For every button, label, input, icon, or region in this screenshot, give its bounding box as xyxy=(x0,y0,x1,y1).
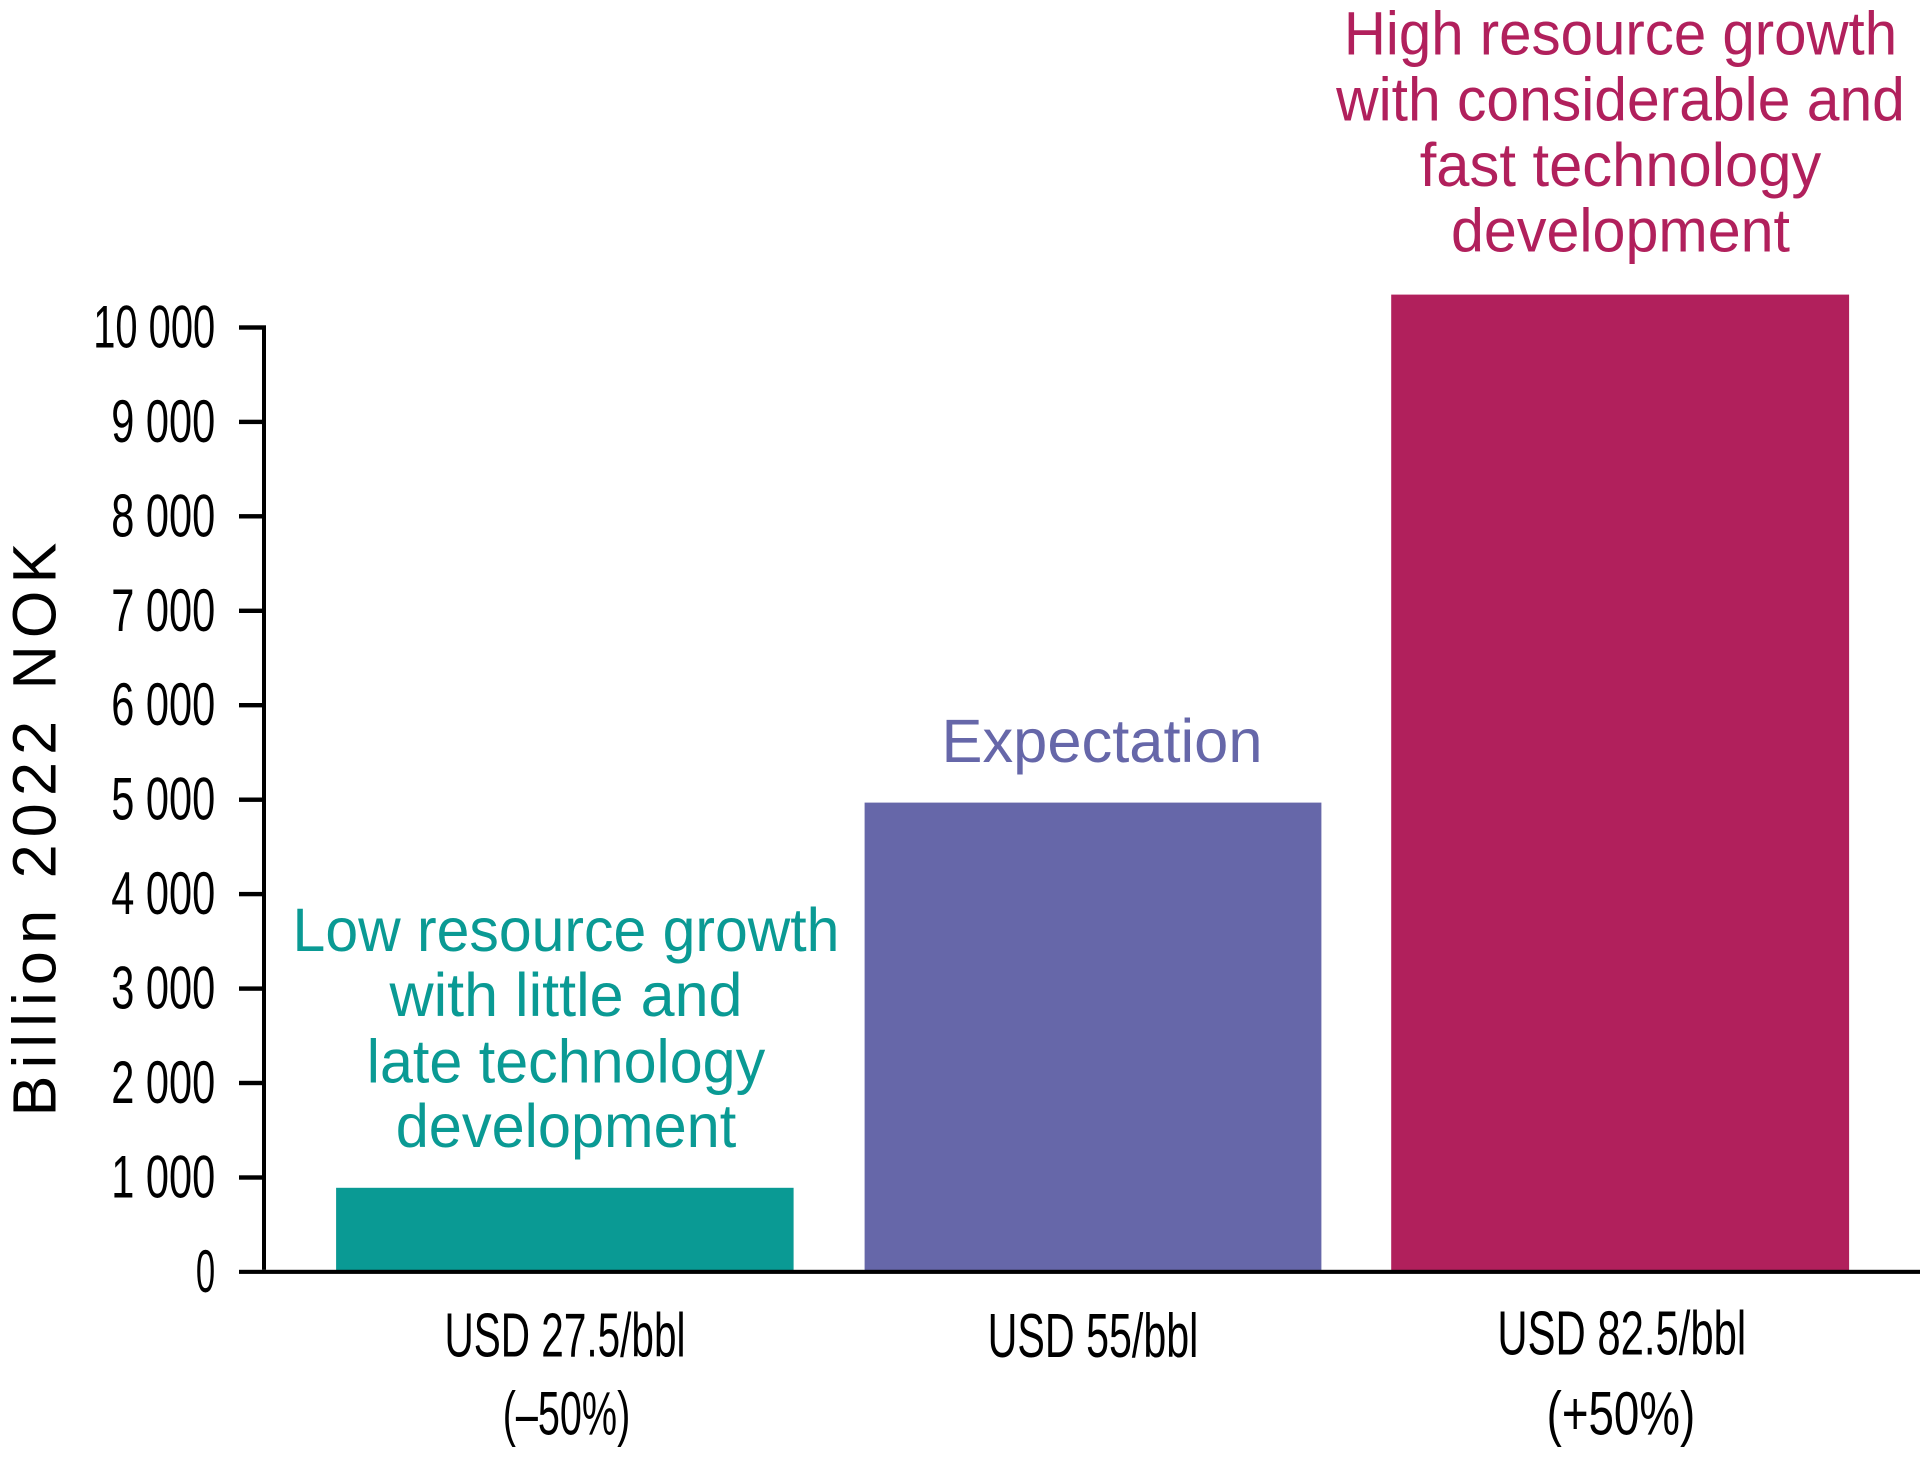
svg-text:fast technology: fast technology xyxy=(1420,131,1822,199)
svg-text:with little and: with little and xyxy=(388,961,742,1029)
svg-text:(–50%): (–50%) xyxy=(503,1380,631,1448)
svg-text:USD 82.5/bbl: USD 82.5/bbl xyxy=(1497,1300,1746,1369)
svg-text:6 000: 6 000 xyxy=(111,671,215,738)
svg-text:High resource growth: High resource growth xyxy=(1344,0,1897,68)
svg-text:1 000: 1 000 xyxy=(111,1144,215,1211)
svg-text:9 000: 9 000 xyxy=(111,388,215,455)
svg-text:late technology: late technology xyxy=(367,1028,766,1096)
svg-text:4 000: 4 000 xyxy=(111,860,215,927)
svg-text:development: development xyxy=(1451,197,1790,265)
svg-text:Expectation: Expectation xyxy=(942,707,1263,775)
svg-text:0: 0 xyxy=(196,1238,215,1305)
svg-text:8 000: 8 000 xyxy=(111,482,215,549)
svg-text:Low resource growth: Low resource growth xyxy=(293,896,840,964)
svg-text:(+50%): (+50%) xyxy=(1547,1380,1696,1448)
svg-text:USD 27.5/bbl: USD 27.5/bbl xyxy=(445,1301,686,1370)
svg-text:2 000: 2 000 xyxy=(111,1049,215,1116)
svg-text:3 000: 3 000 xyxy=(111,955,215,1022)
svg-text:with considerable and: with considerable and xyxy=(1335,65,1905,133)
svg-text:5 000: 5 000 xyxy=(111,766,215,833)
svg-text:Billion 2022 NOK: Billion 2022 NOK xyxy=(1,543,69,1117)
svg-text:USD 55/bbl: USD 55/bbl xyxy=(988,1302,1199,1371)
svg-text:development: development xyxy=(396,1092,737,1160)
svg-text:10 000: 10 000 xyxy=(93,294,215,361)
svg-text:7 000: 7 000 xyxy=(111,577,215,644)
